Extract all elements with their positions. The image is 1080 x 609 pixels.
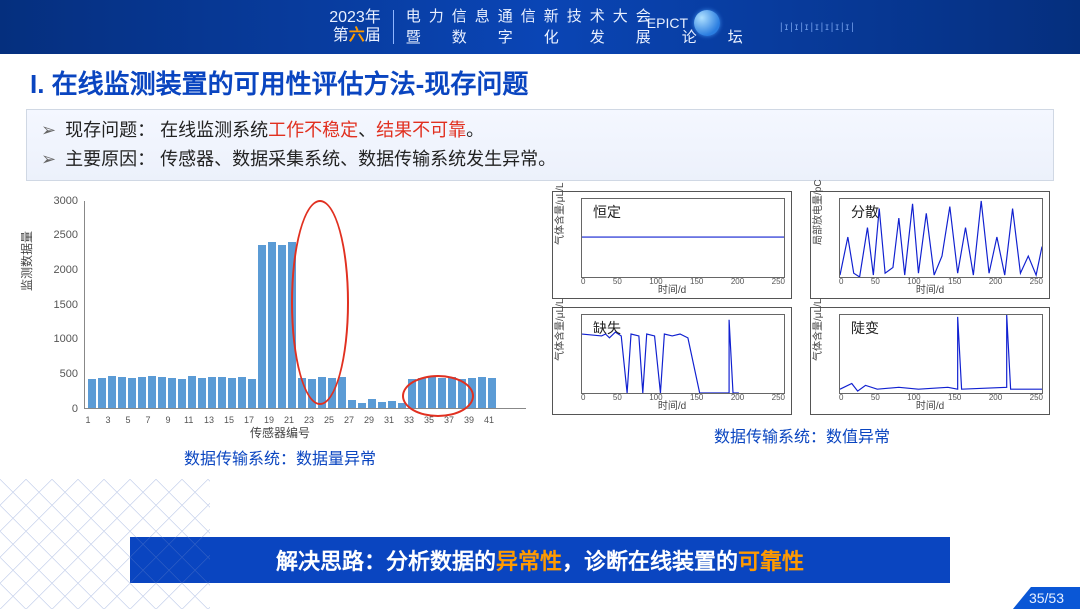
bullet-1: ➢ 现存问题： 在线监测系统工作不稳定、结果不可靠。 xyxy=(41,116,1039,145)
bar xyxy=(108,376,116,408)
right-panels-wrap: 气体含量/μL/L恒定050100150200250时间/d局部放电量/pC分散… xyxy=(552,191,1052,469)
logo-badge: EPICT xyxy=(647,10,720,36)
solution-mid: ，诊断在线装置的 xyxy=(562,544,738,576)
mini-chart: 局部放电量/pC分散050100150200250时间/d xyxy=(810,191,1050,299)
bar xyxy=(198,378,206,408)
bullet-arrow-icon: ➢ xyxy=(41,120,56,140)
bar xyxy=(98,378,106,408)
edition-suffix: 届 xyxy=(365,27,381,44)
bar xyxy=(238,377,246,407)
bar xyxy=(118,377,126,407)
bullet1-sep: 、 xyxy=(358,120,376,140)
mini-ylabel: 局部放电量/pC xyxy=(809,179,824,245)
bar xyxy=(158,377,166,407)
header-divider xyxy=(393,10,394,44)
header-dots xyxy=(0,0,180,54)
mini-title: 陡变 xyxy=(851,318,879,338)
bar xyxy=(268,242,276,408)
bullet-arrow-icon: ➢ xyxy=(41,149,56,169)
mini-ylabel: 气体含量/μL/L xyxy=(809,298,824,360)
ytick: 3000 xyxy=(54,195,78,207)
bar xyxy=(378,402,386,408)
mini-ylabel: 气体含量/μL/L xyxy=(551,298,566,360)
highlight-circle xyxy=(291,200,349,405)
charts-row: 监测数据量 050010001500200025003000 135791113… xyxy=(0,191,1080,469)
logo-icon xyxy=(694,10,720,36)
header-ticks: |ɪ|ɪ|ɪ|ɪ|ɪ|ɪ|ɪ| xyxy=(780,0,960,54)
bar-ylabel: 监测数据量 xyxy=(18,231,35,291)
bullet1-label: 现存问题： xyxy=(65,120,155,140)
bar xyxy=(178,379,186,408)
bullet1-end: 。 xyxy=(466,120,484,140)
bar xyxy=(88,379,96,408)
mini-title: 缺失 xyxy=(593,318,621,338)
bar xyxy=(478,377,486,407)
year-block: 2023年 第六届 xyxy=(329,9,381,44)
bar xyxy=(208,377,216,407)
mini-chart: 气体含量/μL/L陡变050100150200250时间/d xyxy=(810,307,1050,415)
mini-title: 恒定 xyxy=(593,202,621,222)
bar xyxy=(368,399,376,407)
mini-xlabel: 时间/d xyxy=(553,397,791,412)
title-suffix: 现存问题 xyxy=(424,69,528,99)
bar xyxy=(248,379,256,408)
bullet1-red1: 工作不稳定 xyxy=(268,120,358,140)
edition-accent: 六 xyxy=(349,27,365,44)
mini-xlabel: 时间/d xyxy=(811,397,1049,412)
logo-text: EPICT xyxy=(647,15,688,31)
highlight-circle xyxy=(402,375,474,417)
ytick: 1500 xyxy=(54,299,78,311)
bar xyxy=(338,377,346,407)
bar xyxy=(148,376,156,408)
bar xyxy=(168,378,176,408)
bar xyxy=(388,401,396,408)
mini-xlabel: 时间/d xyxy=(811,281,1049,296)
bar-chart: 监测数据量 050010001500200025003000 135791113… xyxy=(28,191,532,441)
bar xyxy=(138,377,146,407)
left-caption: 数据传输系统：数据量异常 xyxy=(28,445,532,469)
bar xyxy=(218,377,226,408)
ytick: 0 xyxy=(72,403,78,415)
mini-panel-grid: 气体含量/μL/L恒定050100150200250时间/d局部放电量/pC分散… xyxy=(552,191,1052,415)
year-text: 2023 xyxy=(329,9,365,26)
solution-prefix: 解决思路：分析数据的 xyxy=(276,544,496,576)
mini-chart: 气体含量/μL/L缺失050100150200250时间/d xyxy=(552,307,792,415)
mini-ylabel: 气体含量/μL/L xyxy=(551,182,566,244)
year-suffix: 年 xyxy=(365,9,381,26)
bar xyxy=(228,378,236,408)
page-number: 35/53 xyxy=(1013,587,1080,609)
bar xyxy=(488,378,496,408)
bullet2-label: 主要原因： xyxy=(65,149,155,169)
ytick: 500 xyxy=(60,368,78,380)
ytick: 1000 xyxy=(54,333,78,345)
solution-bar: 解决思路：分析数据的异常性，诊断在线装置的可靠性 xyxy=(130,537,950,583)
solution-orange2: 可靠性 xyxy=(738,544,804,576)
bullet-2: ➢ 主要原因： 传感器、数据采集系统、数据传输系统发生异常。 xyxy=(41,145,1039,174)
bar xyxy=(258,245,266,407)
ytick: 2000 xyxy=(54,264,78,276)
solution-orange1: 异常性 xyxy=(496,544,562,576)
mini-chart: 气体含量/μL/L恒定050100150200250时间/d xyxy=(552,191,792,299)
right-caption: 数据传输系统：数值异常 xyxy=(552,423,1052,447)
left-chart-wrap: 监测数据量 050010001500200025003000 135791113… xyxy=(28,191,532,469)
bar-xlabel: 传感器编号 xyxy=(28,424,532,441)
edition-prefix: 第 xyxy=(333,27,349,44)
bar-yticks: 050010001500200025003000 xyxy=(50,201,82,409)
bullet1-text-a: 在线监测系统 xyxy=(160,120,268,140)
bar xyxy=(348,400,356,408)
bar xyxy=(188,376,196,408)
slide-header: 2023年 第六届 电力信息通信新技术大会 暨 数 字 化 发 展 论 坛 EP… xyxy=(0,0,1080,54)
bullet-box: ➢ 现存问题： 在线监测系统工作不稳定、结果不可靠。 ➢ 主要原因： 传感器、数… xyxy=(26,109,1054,181)
bar xyxy=(278,245,286,407)
ytick: 2500 xyxy=(54,229,78,241)
slide-title: I. 在线监测装置的可用性评估方法-现存问题 xyxy=(0,54,1080,105)
bar xyxy=(358,403,366,408)
mini-title: 分散 xyxy=(851,202,879,222)
bullet2-text: 传感器、数据采集系统、数据传输系统发生异常。 xyxy=(160,149,556,169)
bar xyxy=(128,378,136,408)
title-main: I. 在线监测装置的可用性评估方法- xyxy=(30,69,424,99)
mini-xlabel: 时间/d xyxy=(553,281,791,296)
bullet1-red2: 结果不可靠 xyxy=(376,120,466,140)
